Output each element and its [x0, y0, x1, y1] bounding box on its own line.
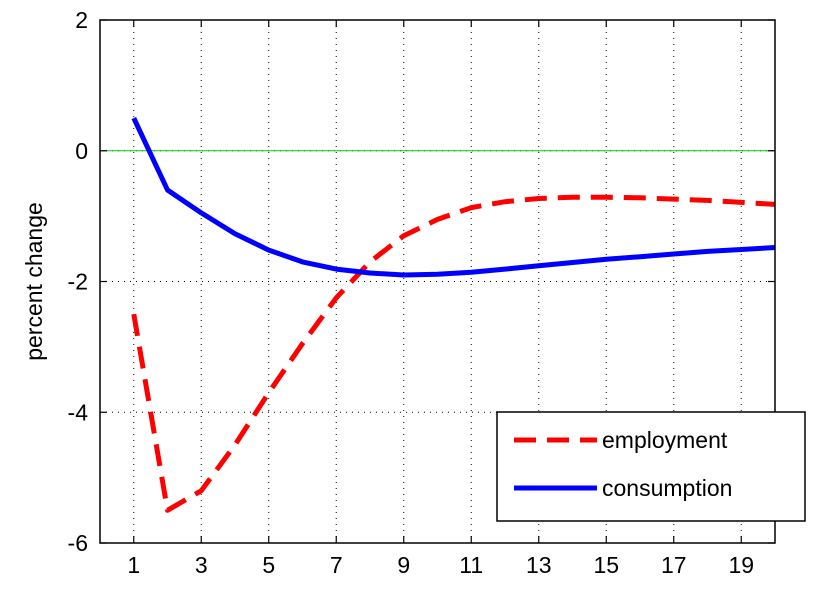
y-tick-label: 2	[75, 7, 88, 33]
legend-label-consumption: consumption	[602, 475, 732, 501]
x-tick-label: 5	[262, 552, 275, 578]
series-line-consumption	[131, 117, 776, 278]
x-tick-label: 13	[526, 552, 552, 578]
x-tick-label: 15	[593, 552, 619, 578]
series-line-employment	[131, 194, 776, 513]
axis-ticks: 1 3 5 7 9 11 13 15 17 19-6-4-202	[68, 7, 775, 578]
y-tick-label: -6	[68, 530, 88, 556]
x-tick-label: 1	[127, 552, 140, 578]
y-tick-label: 0	[75, 138, 88, 164]
legend-box	[496, 411, 806, 522]
y-tick-label: -2	[68, 269, 88, 295]
x-tick-label: 9	[397, 552, 410, 578]
x-tick-label: 11	[459, 552, 483, 578]
legend-label-employment: employment	[602, 427, 728, 453]
y-axis-label: percent change	[21, 202, 47, 361]
x-tick-label: 7	[330, 552, 343, 578]
series-layer	[131, 117, 776, 513]
legend: employment consumption	[496, 411, 806, 522]
x-tick-label: 19	[728, 552, 754, 578]
x-tick-label: 17	[661, 552, 687, 578]
y-tick-label: -4	[68, 399, 89, 425]
x-tick-label: 3	[195, 552, 208, 578]
